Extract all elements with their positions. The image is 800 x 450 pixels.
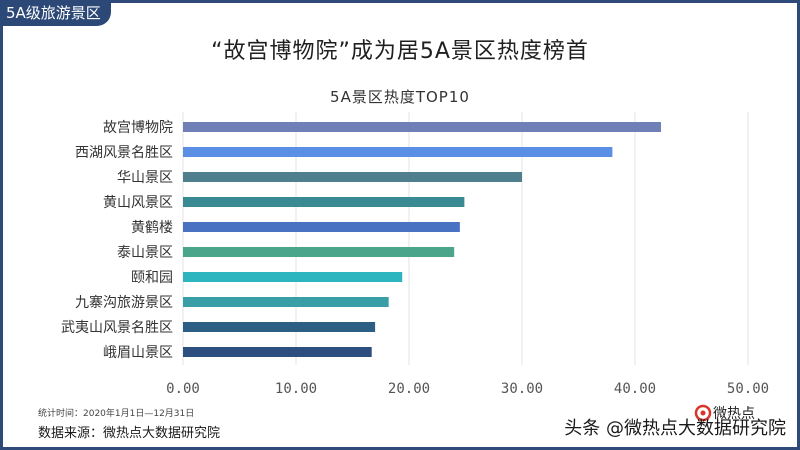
bar	[183, 272, 403, 282]
category-label: 华山景区	[117, 170, 173, 186]
data-source: 数据来源：微热点大数据研究院	[38, 426, 221, 441]
statistics-period: 统计时间：2020年1月1日—12月31日	[38, 409, 195, 419]
brand-logo-text: 微热点	[713, 406, 755, 422]
x-tick-label: 30.00	[501, 381, 543, 397]
category-label: 泰山景区	[117, 245, 173, 261]
headline: “故宫博物院”成为居5A景区热度榜首	[211, 39, 589, 64]
category-label: 故宫博物院	[103, 119, 173, 136]
x-tick-label: 50.00	[727, 381, 769, 397]
category-label: 峨眉山景区	[103, 345, 173, 361]
category-label: 黄鹤楼	[131, 219, 173, 236]
x-tick-label: 10.00	[275, 381, 317, 397]
brand-logo: 微热点	[694, 404, 755, 422]
bar	[183, 297, 389, 307]
x-tick-label: 20.00	[388, 381, 430, 397]
chart-title: 5A景区热度TOP10	[330, 88, 470, 106]
bar	[183, 222, 460, 232]
x-tick-label: 0.00	[166, 381, 200, 397]
x-tick-label: 40.00	[614, 381, 656, 397]
bar	[183, 322, 376, 332]
bar	[183, 347, 372, 357]
category-label: 黄山风景区	[103, 194, 173, 211]
bar	[183, 197, 465, 207]
watermark: 头条 @微热点大数据研究院	[564, 418, 786, 439]
bar	[183, 247, 455, 257]
category-label: 武夷山风景名胜区	[61, 320, 173, 336]
corner-tag: 5A级旅游景区	[0, 0, 111, 26]
category-label: 九寨沟旅游景区	[75, 294, 173, 311]
category-label: 西湖风景名胜区	[75, 145, 173, 161]
bar	[183, 122, 661, 132]
category-label: 颐和园	[131, 270, 173, 286]
bar	[183, 147, 613, 157]
bar	[183, 172, 522, 182]
